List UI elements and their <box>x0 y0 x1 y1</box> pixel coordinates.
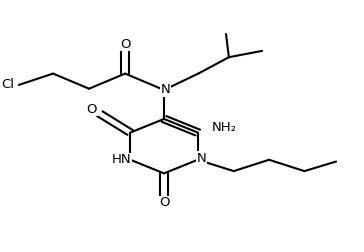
Text: N: N <box>197 152 206 165</box>
Text: HN: HN <box>111 153 131 166</box>
Text: O: O <box>87 103 97 116</box>
Text: N: N <box>161 83 171 97</box>
Text: NH₂: NH₂ <box>212 120 237 134</box>
Text: O: O <box>159 196 169 209</box>
Text: O: O <box>120 38 130 51</box>
Text: Cl: Cl <box>1 78 14 91</box>
